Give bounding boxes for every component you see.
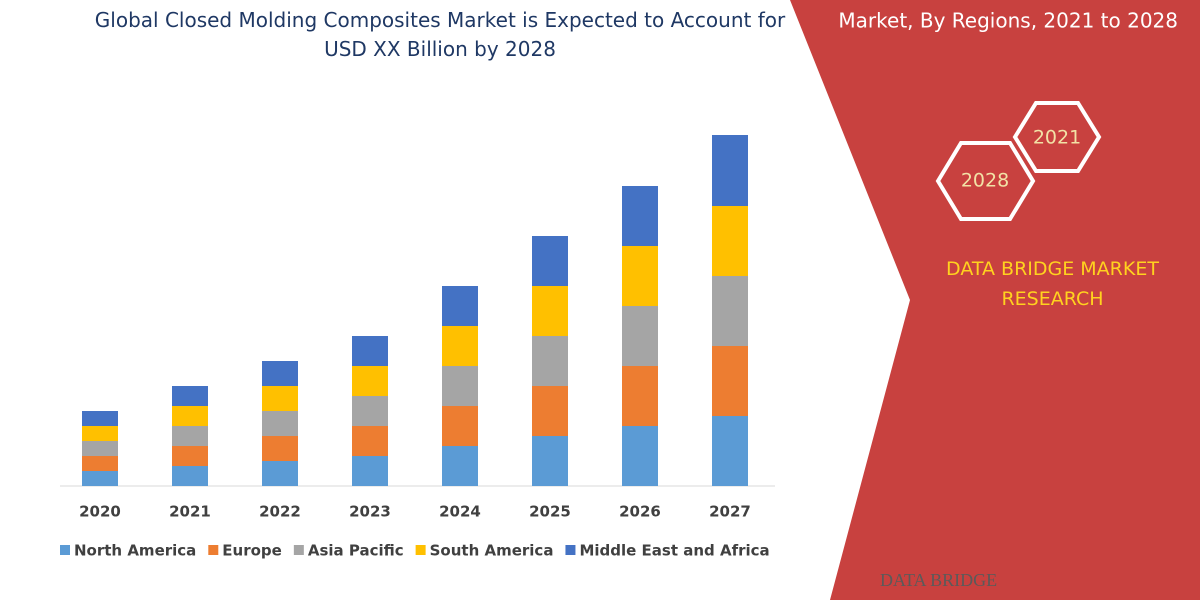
- x-tick-label: 2027: [709, 503, 751, 521]
- bar-segment: [532, 286, 568, 336]
- bar-segment: [532, 386, 568, 436]
- legend-swatch: [293, 545, 304, 555]
- x-tick-label: 2025: [529, 503, 571, 521]
- bar-segment: [172, 386, 208, 406]
- bar-segment: [622, 186, 658, 246]
- bar-segment: [172, 446, 208, 466]
- bar-segment: [82, 411, 118, 426]
- bar-segment: [532, 336, 568, 386]
- bar-segment: [532, 436, 568, 486]
- bar-segment: [442, 446, 478, 486]
- bar-segment: [82, 426, 118, 441]
- bar-segment: [262, 361, 298, 386]
- bar-segment: [442, 286, 478, 326]
- legend-label: Middle East and Africa: [579, 542, 769, 560]
- x-tick-label: 2026: [619, 503, 661, 521]
- bar-segment: [172, 426, 208, 446]
- bar-segment: [712, 135, 748, 206]
- bar-segment: [262, 411, 298, 436]
- hex-year: 2028: [961, 170, 1009, 192]
- bar-segment: [352, 396, 388, 426]
- bar-segment: [712, 416, 748, 486]
- hexagon: [1012, 101, 1102, 173]
- hexagon: [935, 141, 1036, 221]
- hex-year: 2021: [1033, 127, 1081, 149]
- x-tick-label: 2020: [79, 503, 121, 521]
- bar-segment: [352, 426, 388, 456]
- x-tick-label: 2024: [439, 503, 481, 521]
- bar-segment: [442, 326, 478, 366]
- legend-label: South America: [430, 542, 554, 560]
- legend-swatch: [60, 545, 70, 555]
- brand: DATA BRIDGE MARKET RESEARCH: [946, 258, 1159, 310]
- chart-title: Global Closed Molding Composites Market …: [94, 8, 786, 61]
- x-tick-label: 2023: [349, 503, 391, 521]
- x-tick-label: 2022: [259, 503, 301, 521]
- legend-label: Asia Pacific: [308, 542, 404, 560]
- bar-segment: [712, 346, 748, 416]
- bar-segment: [262, 461, 298, 486]
- bar-segment: [532, 236, 568, 286]
- legend-label: North America: [74, 542, 196, 560]
- bar-segment: [622, 366, 658, 426]
- bar-segment: [352, 336, 388, 366]
- bar-segment: [712, 276, 748, 346]
- bar-segment: [262, 386, 298, 411]
- legend-label: Europe: [222, 542, 282, 560]
- logo: DATA BRIDGE: [880, 570, 997, 590]
- bar-segment: [622, 426, 658, 486]
- bar-segment: [622, 246, 658, 306]
- bar-segment: [622, 306, 658, 366]
- bar-segment: [712, 206, 748, 276]
- bar-segment: [172, 466, 208, 486]
- panel-heading: Market, By Regions, 2021 to 2028: [838, 9, 1178, 33]
- bar-segment: [172, 406, 208, 426]
- bar-segment: [82, 456, 118, 471]
- bar-segment: [442, 406, 478, 446]
- legend-swatch: [565, 545, 576, 555]
- bar-segment: [82, 471, 118, 486]
- bar-segment: [262, 436, 298, 461]
- legend-swatch: [415, 545, 426, 555]
- side-panel: [790, 0, 1200, 600]
- x-tick-label: 2021: [169, 503, 211, 521]
- bar-segment: [352, 366, 388, 396]
- bar-segment: [442, 366, 478, 406]
- legend-swatch: [208, 545, 219, 555]
- bar-segment: [82, 441, 118, 456]
- bar-segment: [352, 456, 388, 486]
